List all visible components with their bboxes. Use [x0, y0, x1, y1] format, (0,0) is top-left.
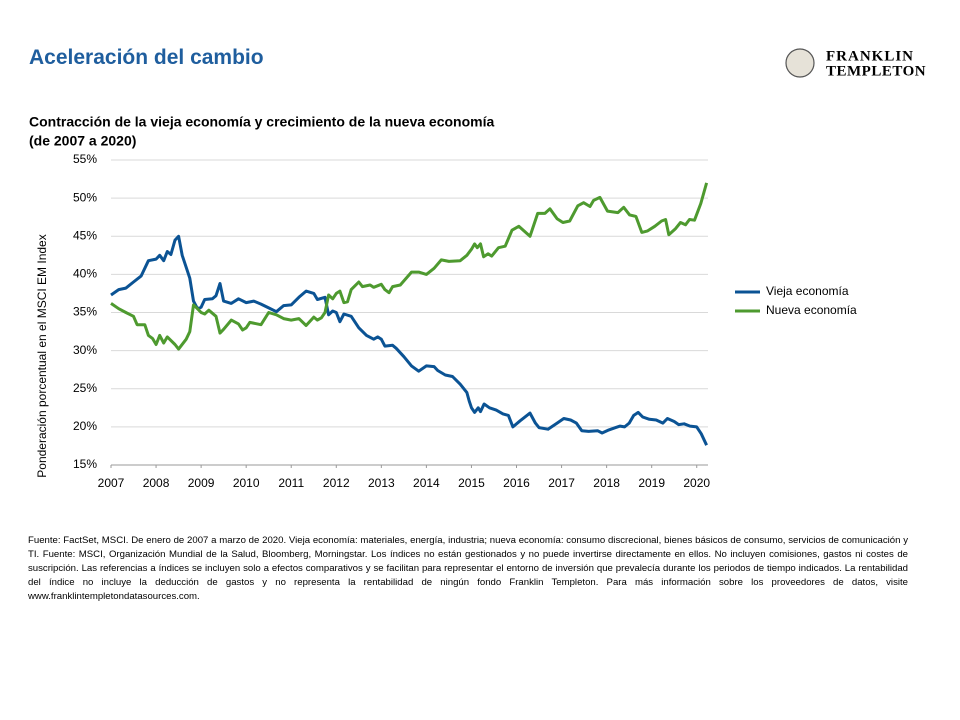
y-tick-label: 55%: [73, 152, 97, 166]
x-tick-label: 2008: [143, 476, 170, 490]
x-tick-label: 2009: [188, 476, 215, 490]
x-tick-label: 2019: [638, 476, 665, 490]
y-tick-label: 25%: [73, 381, 97, 395]
y-tick-label: 45%: [73, 228, 97, 242]
x-tick-label: 2018: [593, 476, 620, 490]
y-tick-label: 40%: [73, 267, 97, 281]
series-line: [110, 182, 709, 351]
logo-icon: [785, 48, 815, 78]
legend-label: Nueva economía: [766, 303, 857, 317]
x-tick-label: 2012: [323, 476, 350, 490]
y-tick-label: 50%: [73, 190, 97, 204]
footnote: Fuente: FactSet, MSCI. De enero de 2007 …: [28, 535, 908, 602]
x-tick-label: 2010: [233, 476, 260, 490]
y-tick-label: 30%: [73, 343, 97, 357]
x-tick-label: 2013: [368, 476, 395, 490]
x-tick-label: 2011: [278, 476, 304, 490]
x-tick-label: 2016: [503, 476, 530, 490]
chart-subtitle: (de 2007 a 2020): [29, 133, 136, 149]
logo: FRANKLIN TEMPLETON: [785, 48, 926, 79]
x-tick-label: 2020: [683, 476, 710, 490]
legend-label: Vieja economía: [766, 284, 849, 298]
y-axis-label: Ponderación porcentual en el MSCI EM Ind…: [35, 234, 49, 477]
x-tick-label: 2007: [98, 476, 125, 490]
y-tick-label: 35%: [73, 305, 97, 319]
logo-text: FRANKLIN: [826, 48, 914, 64]
page-title: Aceleración del cambio: [29, 46, 264, 69]
series-line: [110, 234, 708, 446]
x-tick-label: 2014: [413, 476, 440, 490]
logo-text: TEMPLETON: [826, 63, 926, 79]
chart-title: Contracción de la vieja economía y creci…: [29, 114, 494, 130]
y-tick-label: 20%: [73, 419, 97, 433]
x-tick-label: 2015: [458, 476, 485, 490]
chart: FRANKLIN TEMPLETON Contracción de la vie…: [29, 48, 926, 490]
x-tick-label: 2017: [548, 476, 575, 490]
y-tick-label: 15%: [73, 457, 97, 471]
